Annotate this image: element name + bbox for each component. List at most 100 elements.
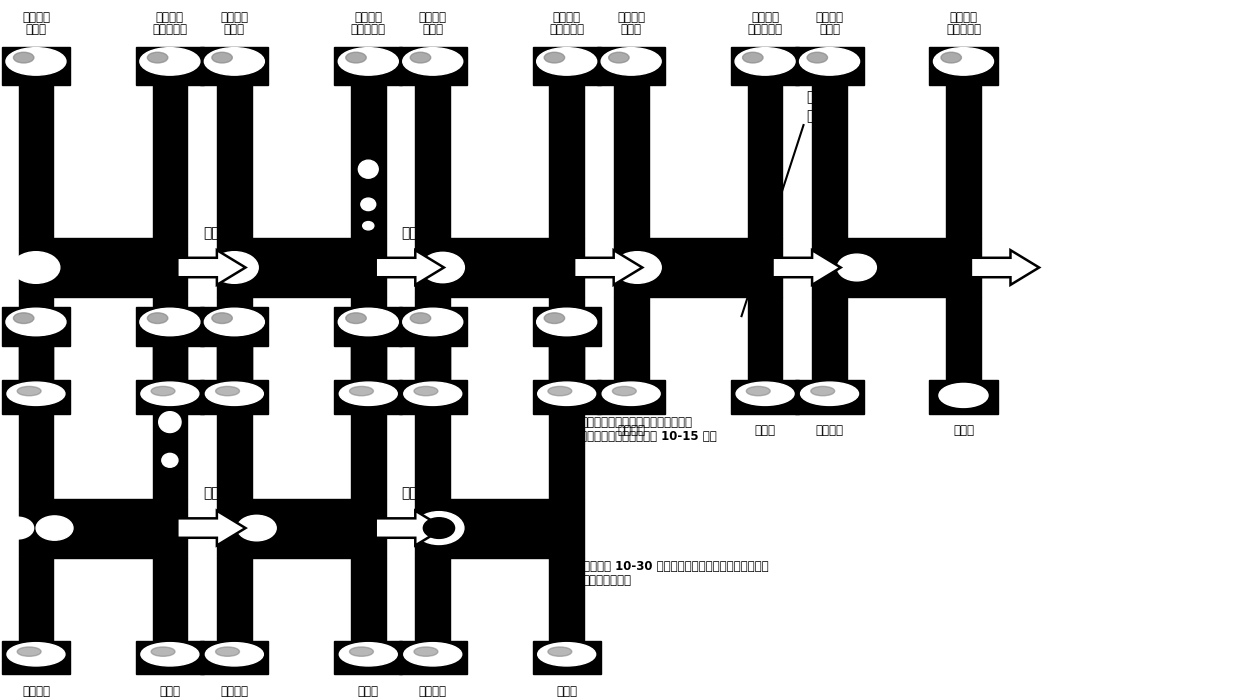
Bar	[334, 380, 402, 414]
Bar	[2, 47, 69, 85]
Ellipse shape	[548, 647, 572, 657]
Bar	[533, 641, 600, 674]
Bar	[732, 47, 800, 85]
Polygon shape	[177, 250, 246, 285]
Ellipse shape	[403, 48, 463, 75]
Text: 样品核酸: 样品核酸	[22, 685, 50, 698]
Text: 恒温扩增: 恒温扩增	[419, 11, 446, 24]
Ellipse shape	[141, 382, 198, 405]
Bar	[415, 498, 584, 558]
Ellipse shape	[339, 48, 398, 75]
Bar	[19, 558, 53, 641]
Text: 废液池: 废液池	[557, 424, 577, 438]
Bar	[748, 85, 782, 238]
Bar	[533, 307, 600, 346]
Ellipse shape	[939, 384, 988, 407]
Ellipse shape	[735, 48, 795, 75]
Text: 样品核酸: 样品核酸	[816, 424, 843, 438]
Ellipse shape	[410, 52, 430, 63]
Ellipse shape	[800, 48, 859, 75]
Text: 样品核酸: 样品核酸	[221, 685, 248, 698]
Ellipse shape	[350, 386, 373, 395]
Bar	[217, 346, 252, 498]
Text: 核酸检测液: 核酸检测液	[153, 284, 187, 297]
Ellipse shape	[151, 386, 175, 395]
Bar	[153, 85, 187, 238]
Text: 废液池: 废液池	[160, 424, 180, 438]
Bar	[153, 297, 187, 380]
Ellipse shape	[6, 48, 66, 75]
Bar	[533, 47, 600, 85]
Text: 恒温扩增: 恒温扩增	[22, 11, 50, 24]
Bar	[351, 85, 386, 238]
Ellipse shape	[7, 382, 64, 405]
Ellipse shape	[151, 647, 175, 657]
Bar	[200, 47, 268, 85]
Bar	[796, 47, 863, 85]
Text: 废液池: 废液池	[557, 685, 577, 698]
Text: 核酸检测液: 核酸检测液	[748, 24, 782, 36]
Ellipse shape	[212, 313, 232, 323]
Ellipse shape	[538, 643, 595, 666]
Text: 废液池: 废液池	[160, 685, 180, 698]
Polygon shape	[376, 250, 444, 285]
Bar	[153, 558, 187, 641]
Ellipse shape	[148, 52, 167, 63]
Ellipse shape	[161, 454, 179, 468]
Bar	[351, 558, 386, 641]
Text: 核酸检测液: 核酸检测液	[549, 284, 584, 297]
Ellipse shape	[148, 313, 167, 323]
Bar	[19, 85, 53, 238]
Bar	[549, 558, 584, 641]
Ellipse shape	[422, 252, 465, 283]
Bar	[2, 380, 69, 414]
Text: 混合液: 混合液	[26, 24, 46, 36]
Text: 分液: 分液	[203, 486, 219, 500]
Text: 样品核酸: 样品核酸	[22, 424, 50, 438]
Ellipse shape	[141, 643, 198, 666]
Text: 基因编辑: 基因编辑	[751, 11, 779, 24]
Bar	[415, 297, 450, 380]
Text: 恒温扩增: 恒温扩增	[419, 272, 446, 284]
Ellipse shape	[340, 643, 397, 666]
Text: 样品核酸: 样品核酸	[618, 424, 645, 438]
Ellipse shape	[537, 48, 596, 75]
Ellipse shape	[346, 313, 366, 323]
Ellipse shape	[414, 386, 438, 395]
Ellipse shape	[837, 254, 877, 281]
Ellipse shape	[1, 517, 33, 539]
Ellipse shape	[613, 386, 636, 395]
Ellipse shape	[603, 382, 660, 405]
Text: 废液池: 废液池	[358, 424, 378, 438]
Ellipse shape	[423, 518, 455, 538]
Ellipse shape	[362, 222, 374, 230]
Text: 基因编辑: 基因编辑	[156, 11, 184, 24]
Text: 样品核酸: 样品核酸	[419, 424, 446, 438]
Ellipse shape	[216, 647, 239, 657]
Ellipse shape	[212, 52, 232, 63]
Bar	[351, 297, 386, 380]
Ellipse shape	[14, 313, 33, 323]
Bar	[200, 380, 268, 414]
Bar	[596, 380, 665, 414]
Ellipse shape	[789, 255, 826, 280]
Text: 恒温扩增: 恒温扩增	[221, 272, 248, 284]
Bar	[533, 380, 600, 414]
Polygon shape	[574, 250, 642, 285]
Text: 移开废: 移开废	[806, 90, 831, 104]
Ellipse shape	[159, 412, 181, 433]
Bar	[217, 238, 386, 297]
Text: 恒温扩增: 恒温扩增	[22, 272, 50, 284]
Ellipse shape	[361, 198, 376, 211]
Bar	[136, 380, 203, 414]
Ellipse shape	[414, 647, 438, 657]
Ellipse shape	[140, 48, 200, 75]
Ellipse shape	[403, 308, 463, 336]
Bar	[19, 297, 53, 380]
Bar	[946, 297, 981, 380]
Bar	[812, 85, 847, 238]
Bar	[796, 380, 863, 414]
Bar	[415, 558, 450, 641]
Text: 充分反应 10-30 分钟，控制液滴移动到荧光检测处，: 充分反应 10-30 分钟，控制液滴移动到荧光检测处，	[583, 560, 769, 573]
Ellipse shape	[743, 52, 763, 63]
